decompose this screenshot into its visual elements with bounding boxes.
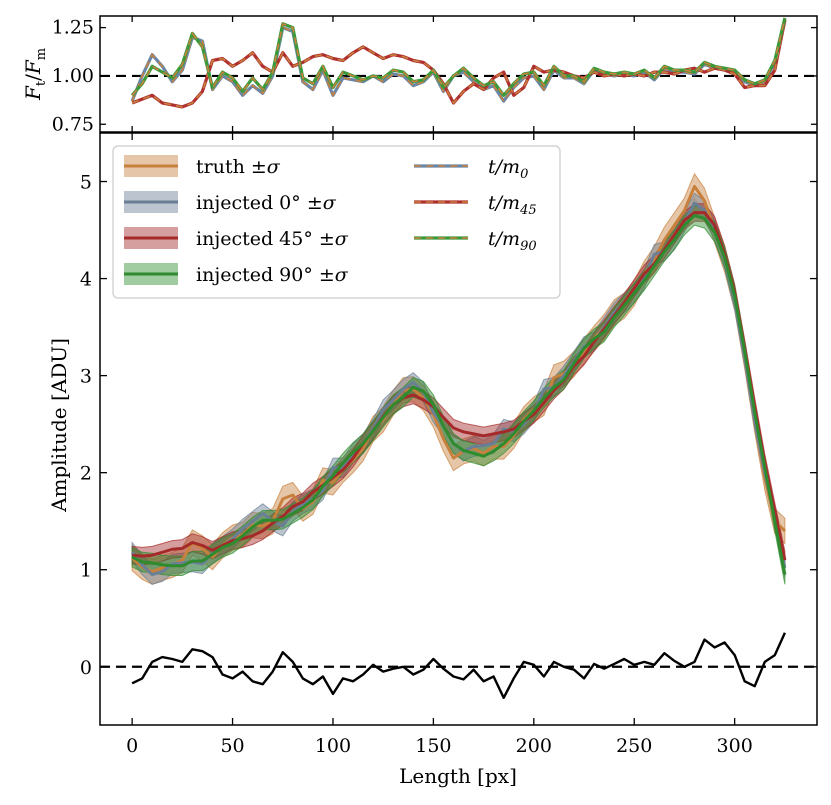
ratio-line-dash-1 (131, 19, 786, 108)
ratio-line-0 (130, 19, 787, 103)
legend-label-0: truth ±σ (196, 156, 281, 178)
ratio-line-2 (130, 17, 787, 97)
band-3 (131, 205, 786, 585)
main-xtick-label-2: 100 (315, 735, 351, 757)
main-line-4 (131, 632, 786, 699)
ratio-line-dash-0 (131, 19, 786, 103)
main-ytick-label-5: 5 (80, 172, 92, 194)
main-ytick-label-0: 0 (80, 657, 92, 679)
main-xtick-label-5: 250 (616, 735, 652, 757)
ratio-series-group (130, 17, 787, 109)
ratio-panel: 0.75 1.00 1.25 Ft/Fm (21, 15, 818, 135)
main-xtick-label-0: 0 (126, 735, 138, 757)
main-series-group (130, 184, 787, 699)
ratio-panel-frame (99, 15, 818, 133)
main-line-2 (131, 211, 787, 561)
main-ytick-label-3: 3 (80, 366, 92, 388)
ratio-ytick-label-0: 0.75 (52, 113, 94, 135)
legend-ratio-label-2: t/m90 (488, 228, 537, 254)
legend: truth ±σ injected 0° ±σ injected 45° ±σ inj… (112, 145, 561, 299)
ratio-y-ticks: 0.75 1.00 1.25 (52, 17, 817, 135)
main-xtick-label-4: 200 (516, 735, 552, 757)
x-axis-label: Length [px] (399, 764, 517, 788)
main-ytick-label-2: 2 (80, 463, 92, 485)
legend-ratio-label-0: t/m0 (488, 156, 528, 182)
ratio-x-ticks (131, 16, 736, 132)
ratio-y-axis-label: Ft/Fm (21, 48, 49, 101)
legend-box (112, 145, 561, 299)
y-axis-label: Amplitude [ADU] (47, 338, 71, 513)
main-line-3 (131, 214, 787, 575)
legend-label-3: injected 90° ±σ (196, 264, 349, 286)
main-xtick-label-3: 150 (415, 735, 451, 757)
main-panel: 0 1 2 3 4 5 0 50 100 150 200 250 300 Length [px] Am… (47, 132, 818, 788)
main-xtick-label-1: 50 (220, 735, 244, 757)
legend-ratio-label-1: t/m45 (488, 192, 537, 218)
ratio-ytick-label-1: 1.00 (52, 65, 94, 87)
main-x-ticks: 0 50 100 150 200 250 300 (126, 133, 753, 757)
legend-label-1: injected 0° ±σ (196, 192, 337, 214)
main-ytick-label-1: 1 (80, 560, 92, 582)
main-panel-frame (99, 132, 818, 726)
main-y-ticks: 0 1 2 3 4 5 (80, 172, 817, 679)
ratio-line-dash-2 (131, 17, 786, 97)
main-xtick-label-6: 300 (717, 735, 753, 757)
main-ytick-label-4: 4 (80, 269, 92, 291)
legend-label-2: injected 45° ±σ (196, 228, 349, 250)
ratio-ytick-label-2: 1.25 (52, 17, 94, 39)
